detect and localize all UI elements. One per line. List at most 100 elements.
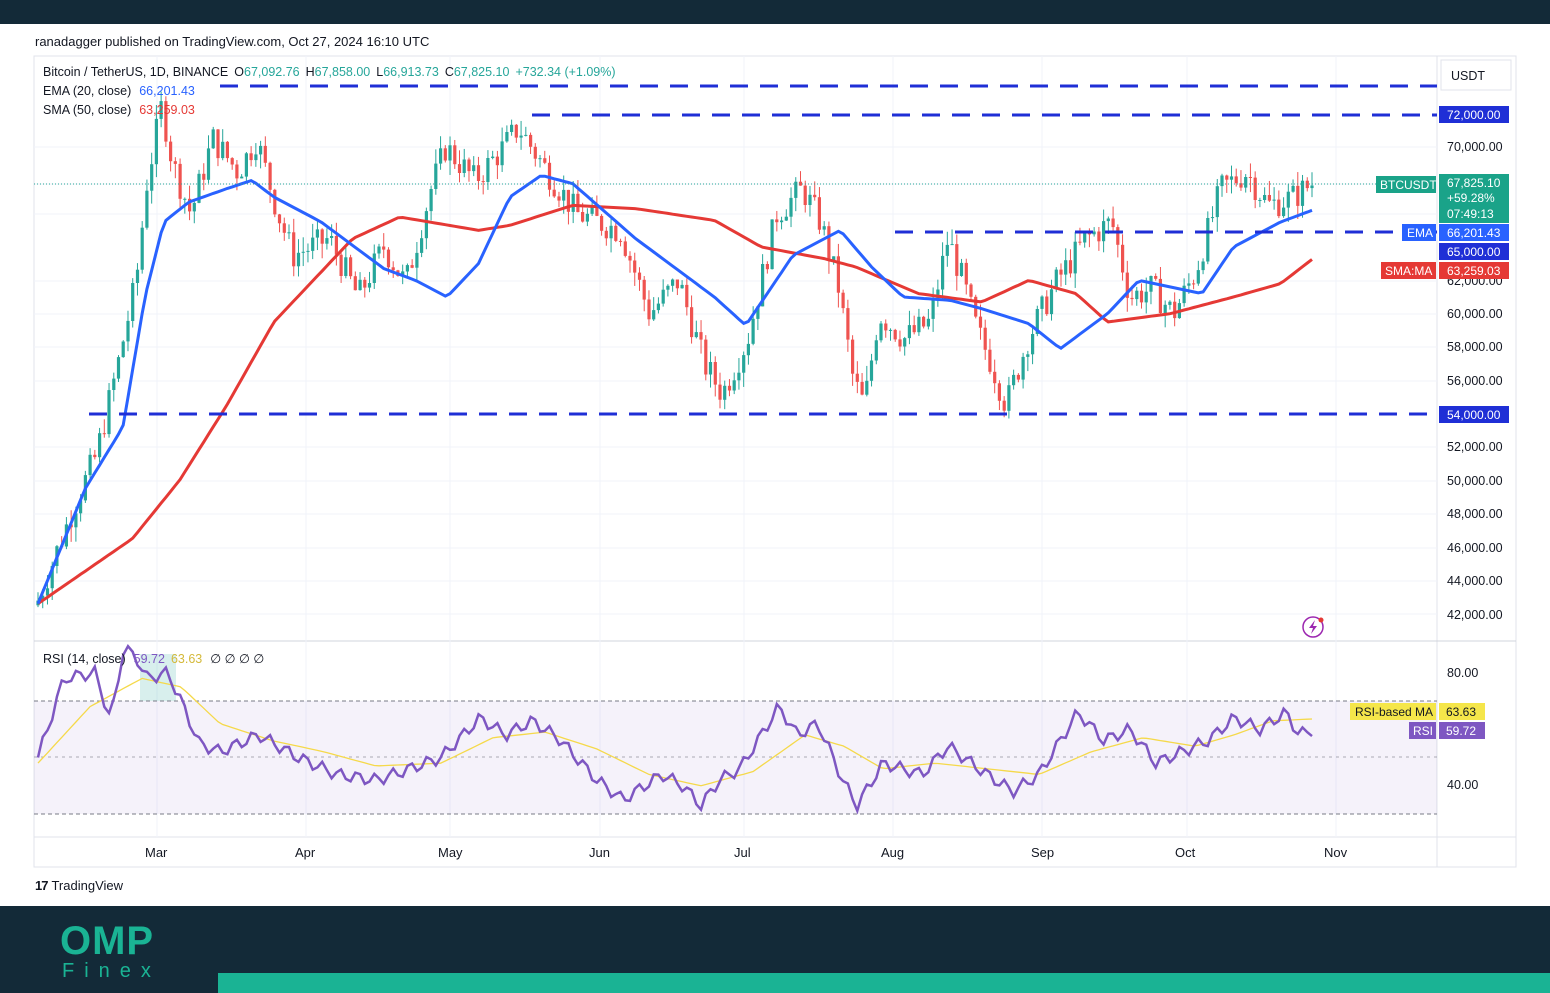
candle-body (557, 196, 561, 201)
brand-footer: OMP Finex (0, 906, 1550, 993)
time-label-jul: Jul (734, 845, 751, 860)
tag-ema: EMA 66,201.43 (1402, 224, 1509, 241)
candle-body (1106, 218, 1110, 222)
currency-box[interactable] (1440, 59, 1512, 91)
candle-body (917, 316, 921, 333)
candle-body (964, 262, 968, 285)
candle-body (1206, 218, 1210, 262)
candle-body (282, 223, 286, 233)
candle-body (112, 378, 116, 390)
svg-text:RSI: RSI (1413, 724, 1433, 738)
candle-body (652, 310, 656, 320)
candle-body (1182, 285, 1186, 304)
candle-body (273, 189, 277, 215)
candle-body (296, 252, 301, 267)
candle-body (121, 341, 125, 358)
candle-body (988, 349, 992, 372)
brand-big: OMP (60, 919, 155, 963)
candle-body (131, 283, 135, 321)
candle-body (1045, 296, 1049, 315)
candle-body (325, 238, 329, 244)
candle-body (292, 232, 296, 267)
candle-body (1135, 290, 1139, 300)
candle-body (1012, 374, 1016, 386)
candle-body (941, 255, 945, 290)
svg-text:EMA: EMA (1407, 226, 1433, 240)
candle-body (334, 236, 338, 255)
candle-body (708, 362, 713, 375)
candle-body (955, 244, 959, 276)
candle-body (495, 156, 499, 166)
top-bar (0, 0, 1550, 24)
candle-body (102, 433, 106, 435)
candle-body (571, 193, 575, 212)
candle-body (107, 390, 111, 435)
candle-body (225, 141, 229, 159)
candle-body (221, 141, 225, 159)
candle-body (363, 279, 367, 288)
candle-body (405, 265, 409, 272)
time-label-jun: Jun (589, 845, 610, 860)
candle-body (671, 279, 675, 286)
tag-rsi-ma: RSI-based MA 63.63 (1350, 703, 1485, 720)
candle-body (699, 332, 703, 340)
candle-body (1083, 233, 1087, 243)
candle-body (907, 325, 911, 339)
candle-body (514, 124, 518, 138)
candle-body (931, 298, 935, 319)
svg-text:+59.28%: +59.28% (1447, 191, 1495, 205)
candle-body (1282, 207, 1286, 217)
candle-body (855, 373, 859, 382)
candle-body (628, 255, 632, 261)
candle-body (723, 385, 727, 400)
candle-body (277, 214, 282, 224)
candle-body (126, 320, 130, 342)
candle-body (690, 307, 694, 338)
candle-body (50, 565, 54, 589)
candle-body (391, 267, 395, 271)
candle-body (529, 134, 533, 147)
candle-body (1248, 177, 1252, 178)
candle-body (429, 189, 433, 212)
tradingview-logo[interactable]: 17 TradingView (35, 878, 123, 893)
candle-body (813, 194, 817, 198)
candle-body (737, 372, 741, 381)
legend-symbol: Bitcoin / TetherUS, 1D, BINANCE O67,092.7… (43, 65, 616, 79)
svg-text:65,000.00: 65,000.00 (1447, 245, 1501, 259)
candle-body (841, 292, 845, 309)
time-label-oct: Oct (1175, 845, 1196, 860)
candle-body (206, 148, 211, 180)
candle-body (401, 271, 405, 276)
candle-body (538, 158, 542, 160)
candle-body (1305, 180, 1309, 189)
tick-46000: 46,000.00 (1447, 541, 1503, 555)
candle-body (562, 189, 566, 201)
lightning-icon[interactable] (1302, 616, 1324, 638)
candle-body (945, 244, 949, 256)
candle-body (595, 206, 599, 216)
candle-body (884, 323, 888, 331)
candle-body (1125, 272, 1129, 298)
candle-body (93, 454, 97, 458)
candle-body (770, 219, 774, 270)
candle-body (647, 299, 651, 320)
currency-label: USDT (1451, 69, 1485, 83)
candle-body (197, 173, 201, 203)
tick-56000: 56,000.00 (1447, 374, 1503, 388)
tag-btcusdt: BTCUSDT (1376, 176, 1437, 193)
candle-body (912, 325, 916, 333)
candle-body (145, 190, 149, 228)
candle-body (888, 329, 893, 331)
candle-body (1007, 385, 1011, 411)
candle-body (116, 357, 121, 379)
candle-body (680, 284, 684, 289)
svg-text:72,000.00: 72,000.00 (1447, 108, 1501, 122)
candle-body (780, 220, 784, 223)
candle-body (150, 164, 154, 191)
candle-body (1196, 270, 1200, 284)
price-chart[interactable]: Bitcoin / TetherUS, 1D, BINANCE O67,092.7… (0, 24, 1550, 884)
candle-body (756, 306, 760, 319)
tag-54000: 54,000.00 (1439, 406, 1509, 423)
candle-body (666, 285, 670, 290)
candle-body (566, 189, 570, 212)
